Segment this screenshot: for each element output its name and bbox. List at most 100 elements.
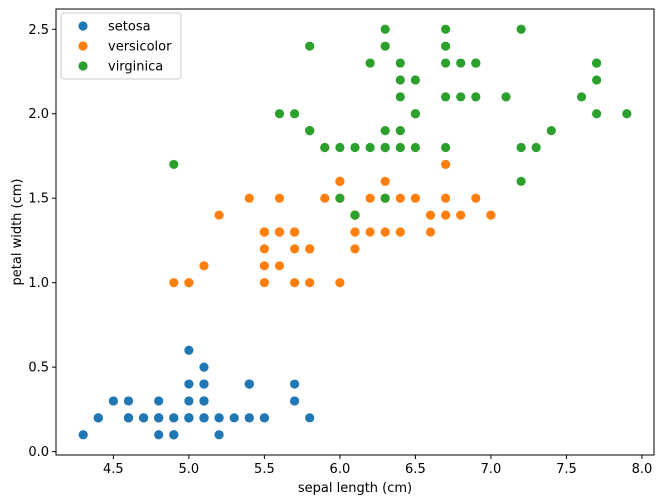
data-point-setosa	[229, 413, 239, 423]
data-point-setosa	[78, 430, 88, 440]
y-tick-label: 2.5	[28, 23, 49, 38]
data-point-versicolor	[410, 193, 420, 203]
y-tick-label: 1.0	[28, 276, 49, 291]
y-axis-label: petal width (cm)	[10, 179, 25, 286]
data-point-virginica	[274, 109, 285, 119]
data-point-virginica	[516, 142, 526, 153]
data-point-setosa	[244, 379, 254, 389]
data-point-versicolor	[441, 210, 451, 220]
data-point-setosa	[184, 345, 194, 355]
x-tick-label: 7.0	[481, 462, 502, 477]
data-point-virginica	[501, 92, 511, 102]
x-tick-label: 7.5	[556, 462, 577, 477]
data-point-virginica	[395, 142, 405, 153]
data-point-setosa	[154, 430, 164, 440]
data-point-virginica	[410, 75, 420, 85]
data-point-setosa	[184, 396, 194, 406]
data-point-virginica	[546, 126, 556, 136]
data-point-virginica	[335, 142, 345, 153]
data-point-setosa	[290, 396, 300, 406]
data-point-setosa	[214, 430, 224, 440]
data-point-virginica	[441, 92, 451, 102]
y-tick-label: 0.5	[28, 361, 49, 376]
legend: setosa versicolor virginica	[60, 12, 182, 80]
data-point-virginica	[395, 92, 405, 102]
data-point-versicolor	[214, 210, 224, 220]
data-point-virginica	[395, 126, 405, 136]
data-point-virginica	[169, 159, 179, 170]
data-point-virginica	[471, 92, 481, 102]
data-point-setosa	[184, 379, 194, 389]
data-point-versicolor	[471, 193, 481, 203]
data-point-setosa	[154, 396, 164, 406]
data-point-virginica	[320, 142, 330, 153]
legend-marker-virginica	[78, 61, 88, 71]
legend-box	[60, 12, 182, 80]
x-tick-label: 8.0	[632, 462, 653, 477]
data-point-versicolor	[380, 227, 390, 237]
data-point-versicolor	[425, 227, 436, 237]
data-point-setosa	[138, 413, 149, 423]
data-point-setosa	[154, 413, 164, 423]
data-point-virginica	[531, 142, 541, 153]
data-point-virginica	[516, 176, 526, 186]
data-point-versicolor	[441, 159, 451, 170]
data-point-setosa	[108, 396, 118, 406]
data-point-versicolor	[290, 278, 300, 288]
data-point-setosa	[184, 413, 194, 423]
data-point-versicolor	[199, 261, 209, 271]
data-point-setosa	[93, 413, 103, 423]
data-point-virginica	[380, 142, 390, 153]
data-point-virginica	[441, 58, 451, 68]
data-point-virginica	[576, 92, 587, 102]
y-axis-ticks: 0.0 0.5 1.0 1.5 2.0 2.5	[28, 23, 56, 460]
data-point-versicolor	[350, 244, 360, 254]
data-point-versicolor	[335, 176, 345, 186]
data-point-versicolor	[456, 210, 466, 220]
data-point-setosa	[290, 379, 300, 389]
data-point-virginica	[290, 109, 300, 119]
series-virginica	[169, 24, 632, 220]
data-point-virginica	[380, 126, 390, 136]
data-point-setosa	[123, 413, 134, 423]
data-point-setosa	[169, 430, 179, 440]
data-point-virginica	[380, 193, 390, 203]
y-tick-label: 0.0	[28, 445, 49, 460]
data-point-setosa	[123, 396, 134, 406]
data-point-setosa	[259, 413, 269, 423]
data-point-versicolor	[290, 244, 300, 254]
data-point-versicolor	[335, 278, 345, 288]
legend-label-setosa: setosa	[108, 20, 151, 35]
x-tick-label: 5.5	[254, 462, 275, 477]
data-point-versicolor	[395, 193, 405, 203]
data-point-versicolor	[184, 278, 194, 288]
data-point-setosa	[199, 413, 209, 423]
data-point-virginica	[350, 142, 360, 153]
data-point-versicolor	[441, 193, 451, 203]
data-point-virginica	[380, 41, 390, 51]
data-point-versicolor	[259, 278, 269, 288]
data-point-virginica	[471, 58, 481, 68]
x-axis-label: sepal length (cm)	[298, 481, 412, 496]
data-point-virginica	[395, 58, 405, 68]
data-point-setosa	[244, 413, 254, 423]
legend-label-virginica: virginica	[108, 60, 163, 75]
y-tick-label: 2.0	[28, 107, 49, 122]
data-point-versicolor	[259, 227, 269, 237]
x-tick-label: 4.5	[103, 462, 124, 477]
x-tick-label: 6.0	[330, 462, 351, 477]
data-point-setosa	[169, 413, 179, 423]
data-point-virginica	[395, 75, 405, 85]
data-point-virginica	[441, 142, 451, 153]
data-point-setosa	[199, 379, 209, 389]
data-point-virginica	[350, 210, 360, 220]
data-point-virginica	[410, 142, 420, 153]
data-point-virginica	[410, 109, 420, 119]
data-point-versicolor	[425, 210, 436, 220]
data-point-versicolor	[365, 227, 375, 237]
data-point-virginica	[622, 109, 632, 119]
data-point-virginica	[365, 58, 375, 68]
data-point-versicolor	[486, 210, 496, 220]
